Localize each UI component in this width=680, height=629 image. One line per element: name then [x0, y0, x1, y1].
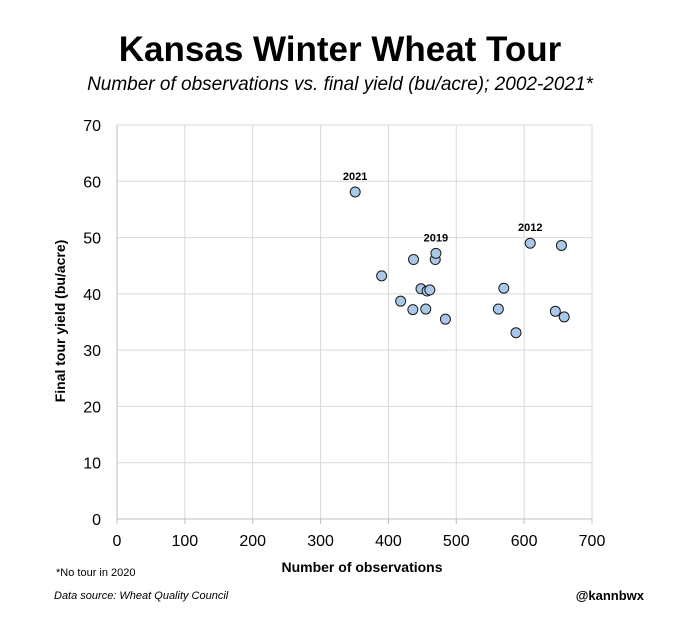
data-point — [407, 304, 419, 316]
grid-lines — [117, 124, 593, 519]
data-point — [492, 303, 504, 315]
y-tick-label: 30 — [83, 343, 101, 360]
data-point — [510, 327, 522, 339]
x-tick-label: 300 — [307, 533, 334, 550]
point-annotations: 2021 2019 2012 — [343, 171, 543, 244]
data-source: Data source: Wheat Quality Council — [54, 590, 229, 602]
data-point — [349, 186, 361, 198]
data-point — [420, 303, 432, 315]
x-tick-label: 600 — [511, 533, 538, 550]
y-tick-label: 70 — [83, 118, 101, 135]
data-point — [430, 247, 442, 259]
chart-title: Kansas Winter Wheat Tour — [118, 30, 562, 69]
x-tick-label: 0 — [113, 533, 122, 550]
y-tick-label: 0 — [92, 512, 101, 529]
data-point — [376, 270, 388, 282]
data-point — [395, 295, 407, 307]
x-tick-labels: 0 100 200 300 400 500 600 700 — [113, 533, 606, 550]
author-handle: @kannbwx — [575, 588, 644, 603]
chart-subtitle: Number of observations vs. final yield (… — [87, 74, 593, 95]
footnote: *No tour in 2020 — [56, 567, 136, 579]
point-label: 2019 — [424, 232, 448, 244]
data-point — [408, 254, 420, 266]
point-label: 2021 — [343, 171, 367, 183]
x-tick-label: 100 — [172, 533, 199, 550]
y-tick-label: 50 — [83, 231, 101, 248]
y-tick-label: 40 — [83, 287, 101, 304]
data-point — [439, 313, 451, 325]
y-tick-labels: 0 10 20 30 40 50 60 70 — [83, 118, 101, 529]
y-tick-label: 20 — [83, 399, 101, 416]
data-point — [498, 282, 510, 294]
x-tick-label: 700 — [579, 533, 606, 550]
data-points — [349, 186, 570, 339]
data-point — [549, 305, 561, 317]
axes — [116, 125, 593, 524]
data-point — [424, 284, 436, 296]
point-label: 2012 — [518, 222, 542, 234]
x-tick-label: 500 — [443, 533, 470, 550]
x-axis-label: Number of observations — [281, 559, 442, 575]
data-point — [558, 311, 570, 323]
y-tick-label: 60 — [83, 174, 101, 191]
y-tick-label: 10 — [83, 456, 101, 473]
data-point — [524, 237, 536, 249]
data-point — [555, 239, 567, 251]
y-axis-label: Final tour yield (bu/acre) — [52, 240, 68, 403]
x-tick-label: 200 — [239, 533, 266, 550]
x-tick-label: 400 — [375, 533, 402, 550]
